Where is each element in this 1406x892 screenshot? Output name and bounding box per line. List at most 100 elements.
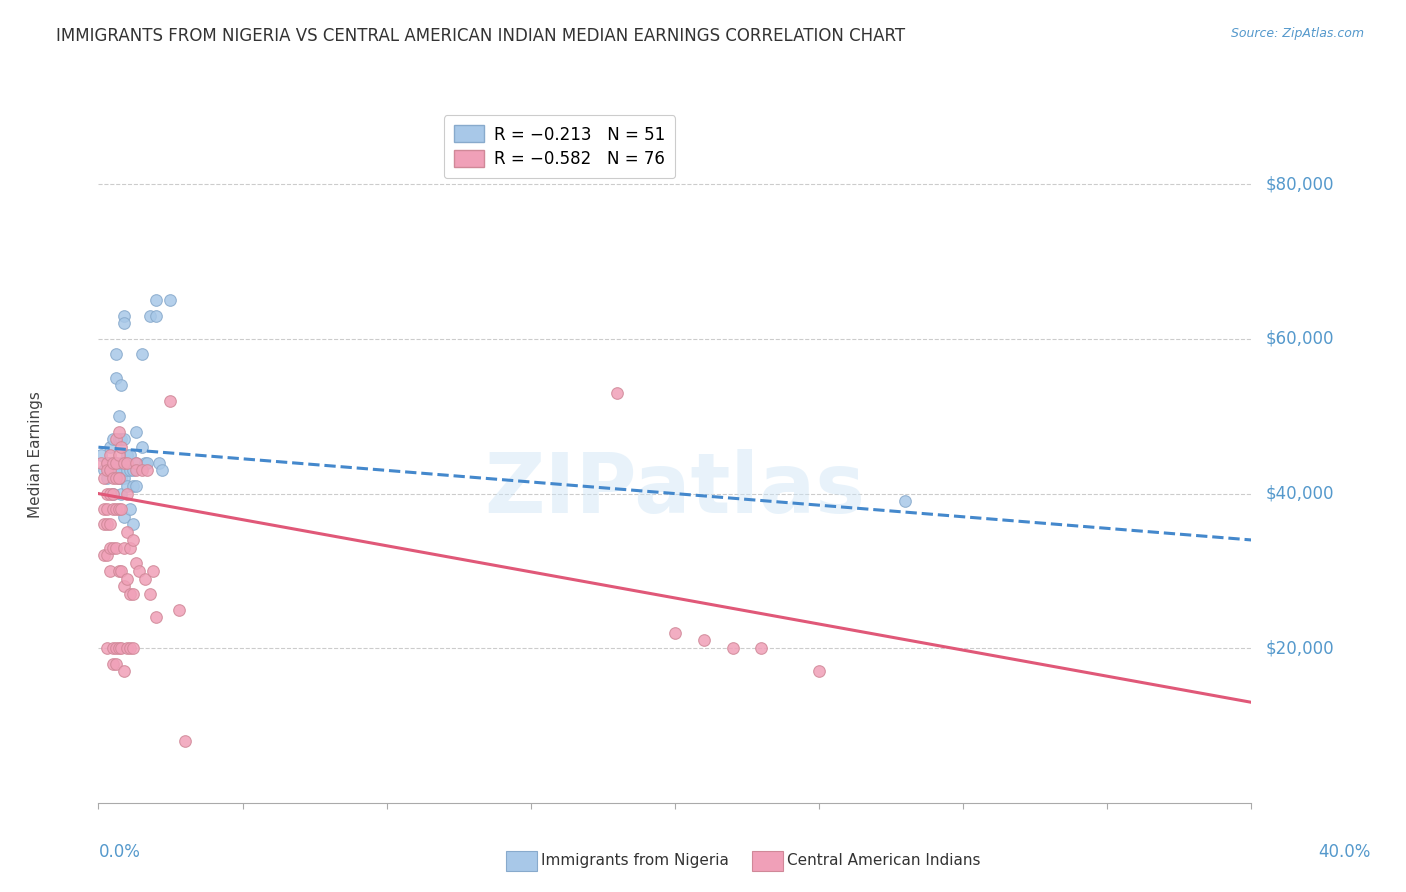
Point	[112, 471, 135, 485]
Point	[110, 502, 132, 516]
Point	[96, 549, 118, 563]
Text: IMMIGRANTS FROM NIGERIA VS CENTRAL AMERICAN INDIAN MEDIAN EARNINGS CORRELATION C: IMMIGRANTS FROM NIGERIA VS CENTRAL AMERI…	[56, 27, 905, 45]
Point	[98, 486, 121, 500]
Point	[112, 456, 135, 470]
Point	[96, 463, 118, 477]
Point	[107, 564, 129, 578]
Point	[131, 463, 153, 477]
Point	[125, 463, 148, 477]
Point	[112, 509, 135, 524]
Point	[122, 517, 145, 532]
Point	[693, 633, 716, 648]
Text: Central American Indians: Central American Indians	[787, 854, 981, 868]
Point	[606, 386, 628, 401]
Point	[107, 502, 129, 516]
Point	[721, 641, 744, 656]
Point	[107, 471, 129, 485]
Point	[93, 549, 115, 563]
Point	[107, 463, 129, 477]
Point	[751, 641, 773, 656]
Text: Immigrants from Nigeria: Immigrants from Nigeria	[541, 854, 730, 868]
Point	[894, 494, 917, 508]
Point	[148, 456, 170, 470]
Point	[93, 502, 115, 516]
Point	[145, 610, 167, 624]
Point	[112, 309, 135, 323]
Point	[122, 587, 145, 601]
Point	[134, 572, 156, 586]
Point	[107, 433, 129, 447]
Point	[110, 433, 132, 447]
Point	[96, 456, 118, 470]
Point	[131, 347, 153, 361]
Point	[120, 448, 142, 462]
Point	[96, 502, 118, 516]
Point	[98, 440, 121, 454]
Text: $80,000: $80,000	[1265, 176, 1334, 194]
Point	[117, 463, 138, 477]
Point	[117, 479, 138, 493]
Text: 40.0%: 40.0%	[1319, 843, 1371, 861]
Point	[104, 541, 127, 555]
Point	[128, 564, 150, 578]
Point	[93, 463, 115, 477]
Point	[120, 463, 142, 477]
Text: Median Earnings: Median Earnings	[28, 392, 42, 518]
Point	[112, 665, 135, 679]
Point	[107, 471, 129, 485]
Point	[136, 463, 159, 477]
Point	[122, 479, 145, 493]
Point	[104, 502, 127, 516]
Point	[98, 517, 121, 532]
Point	[110, 456, 132, 470]
Point	[136, 456, 159, 470]
Point	[112, 317, 135, 331]
Point	[98, 456, 121, 470]
Point	[117, 572, 138, 586]
Point	[664, 625, 686, 640]
Point	[139, 587, 162, 601]
Text: $20,000: $20,000	[1265, 640, 1334, 657]
Point	[117, 456, 138, 470]
Point	[167, 602, 190, 616]
Point	[110, 641, 132, 656]
Point	[104, 471, 127, 485]
Point	[104, 347, 127, 361]
Point	[112, 579, 135, 593]
Point	[101, 657, 124, 671]
Point	[117, 641, 138, 656]
Point	[122, 641, 145, 656]
Point	[159, 393, 181, 408]
Point	[101, 641, 124, 656]
Point	[98, 541, 121, 555]
Point	[101, 433, 124, 447]
Point	[93, 517, 115, 532]
Point	[98, 564, 121, 578]
Point	[104, 370, 127, 384]
Point	[104, 463, 127, 477]
Point	[101, 456, 124, 470]
Text: Source: ZipAtlas.com: Source: ZipAtlas.com	[1230, 27, 1364, 40]
Point	[125, 456, 148, 470]
Point	[807, 665, 830, 679]
Point	[110, 378, 132, 392]
Point	[110, 486, 132, 500]
Point	[101, 486, 124, 500]
Point	[134, 456, 156, 470]
Point	[101, 502, 124, 516]
Point	[110, 440, 132, 454]
Point	[120, 641, 142, 656]
Point	[93, 471, 115, 485]
Point	[174, 734, 197, 748]
Text: $40,000: $40,000	[1265, 484, 1334, 502]
Point	[107, 409, 129, 424]
Point	[122, 463, 145, 477]
Legend: R = −0.213   N = 51, R = −0.582   N = 76: R = −0.213 N = 51, R = −0.582 N = 76	[444, 115, 675, 178]
Point	[112, 456, 135, 470]
Point	[110, 564, 132, 578]
Point	[110, 471, 132, 485]
Point	[142, 564, 165, 578]
Text: ZIPatlas: ZIPatlas	[485, 450, 865, 530]
Point	[120, 502, 142, 516]
Point	[117, 486, 138, 500]
